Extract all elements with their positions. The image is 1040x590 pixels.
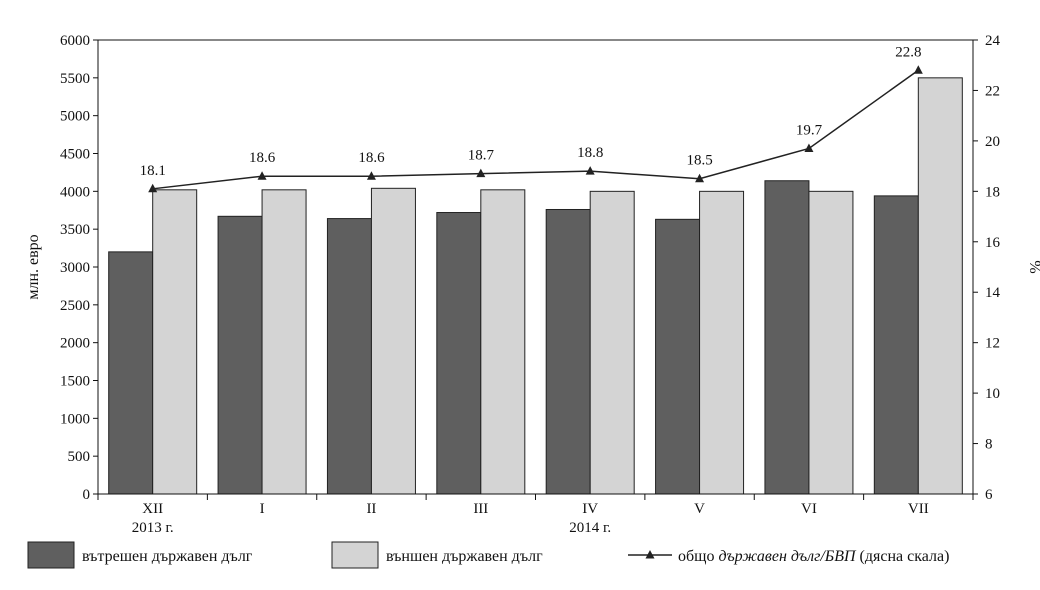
bar-external-6 — [808, 190, 854, 495]
legend-swatch-domestic — [27, 541, 75, 569]
right-axis: 6 8 10 12 14 16 18 20 22 24% — [972, 33, 1040, 503]
legend-label-external: външен държавен дълг — [386, 548, 543, 565]
bar-external-5 — [699, 190, 745, 495]
bar-domestic-6 — [764, 180, 810, 495]
left-tick-label: 3000 — [60, 260, 90, 276]
bar-external-3 — [480, 189, 526, 495]
x-tick-label-4: IV — [582, 501, 598, 517]
x-tick-label-7: VII — [908, 501, 929, 517]
bar-external-7 — [917, 77, 963, 495]
right-tick-label: 10 — [985, 386, 1000, 402]
right-tick-label: 18 — [985, 184, 1000, 200]
right-tick-label: 22 — [985, 83, 1000, 99]
left-tick-label: 3500 — [60, 222, 90, 238]
bar-external-1 — [261, 189, 307, 495]
bar-external-0 — [152, 189, 198, 495]
legend-label-domestic: вътрешен държавен дълг — [82, 548, 253, 565]
right-tick-label: 6 — [985, 487, 993, 503]
bar-domestic-0 — [108, 251, 154, 495]
debt-gdp-point-3 — [476, 168, 486, 178]
left-axis: 0 500 1000 1500 2000 2500 3000 3500 4000 4500 5000… — [25, 33, 99, 503]
x-year-label-1: 2014 г. — [569, 520, 611, 536]
left-tick-label: 1000 — [60, 411, 90, 427]
bar-external-2 — [370, 187, 416, 495]
x-tick-label-1: I — [260, 501, 265, 517]
left-tick-label: 0 — [83, 487, 91, 503]
bar-domestic-3 — [436, 212, 482, 495]
line-series-group: 18.1 18.6 18.6 18.7 18.8 18.5 19.7 22.8 — [140, 44, 923, 193]
bar-domestic-4 — [545, 208, 591, 495]
debt-gdp-point-7 — [913, 65, 923, 74]
right-tick-label: 8 — [985, 437, 993, 453]
legend-line-marker — [645, 550, 655, 559]
x-tick-label-0: XII — [142, 501, 163, 517]
legend-label-debt-gdp-italic: държавен дълг/БВП — [718, 548, 857, 565]
left-tick-label: 1500 — [60, 374, 90, 390]
debt-gdp-line — [152, 69, 919, 190]
debt-gdp-point-4 — [585, 166, 595, 175]
right-tick-label: 24 — [985, 33, 1001, 49]
x-year-label-0: 2013 г. — [132, 520, 174, 536]
debt-gdp-point-6 — [804, 143, 814, 152]
legend-label-debt-gdp: общо държавен дълг/БВП (дясна скала) — [678, 548, 949, 565]
right-tick-label: 20 — [985, 134, 1000, 150]
debt-gdp-point-0 — [148, 183, 158, 193]
debt-gdp-label-1: 18.6 — [249, 150, 276, 166]
legend-label-debt-gdp-suffix: (дясна скала) — [856, 548, 950, 565]
debt-gdp-point-2 — [366, 171, 376, 180]
legend-label-debt-gdp-prefix: общо — [678, 548, 718, 565]
left-tick-label: 5500 — [60, 71, 90, 87]
bar-domestic-7 — [873, 195, 919, 495]
x-tick-label-6: VI — [801, 501, 817, 517]
x-tick-label-3: III — [473, 501, 488, 517]
x-tick-label-2: II — [366, 501, 376, 517]
right-tick-label: 16 — [985, 235, 1001, 251]
left-tick-label: 2500 — [60, 298, 90, 314]
left-tick-label: 4000 — [60, 184, 90, 200]
left-axis-title: млн. евро — [25, 234, 42, 299]
legend-swatch-external — [331, 541, 379, 569]
debt-gdp-point-5 — [695, 173, 705, 183]
left-tick-label: 2000 — [60, 336, 90, 352]
right-tick-label: 12 — [985, 336, 1000, 352]
bar-external-4 — [589, 190, 635, 495]
right-tick-label: 14 — [985, 285, 1001, 301]
left-tick-label: 500 — [68, 449, 91, 465]
bars-group — [108, 77, 963, 495]
debt-gdp-label-6: 19.7 — [796, 122, 823, 138]
debt-gdp-label-0: 18.1 — [140, 163, 166, 179]
left-tick-label: 6000 — [60, 33, 90, 49]
left-tick-label: 4500 — [60, 147, 90, 163]
bar-domestic-5 — [655, 218, 701, 495]
legend: вътрешен държавен дълг външен държавен дъ… — [27, 541, 949, 569]
debt-gdp-point-1 — [257, 171, 267, 180]
right-axis-title: % — [1026, 260, 1040, 273]
x-tick-label-5: V — [694, 501, 705, 517]
bar-domestic-1 — [217, 215, 263, 495]
debt-gdp-label-7: 22.8 — [895, 44, 921, 60]
left-tick-label: 5000 — [60, 109, 90, 125]
debt-gdp-label-3: 18.7 — [468, 148, 495, 164]
debt-gdp-label-4: 18.8 — [577, 145, 603, 161]
bar-domestic-2 — [326, 218, 372, 495]
debt-gdp-label-2: 18.6 — [358, 150, 385, 166]
debt-gdp-label-5: 18.5 — [686, 153, 712, 169]
